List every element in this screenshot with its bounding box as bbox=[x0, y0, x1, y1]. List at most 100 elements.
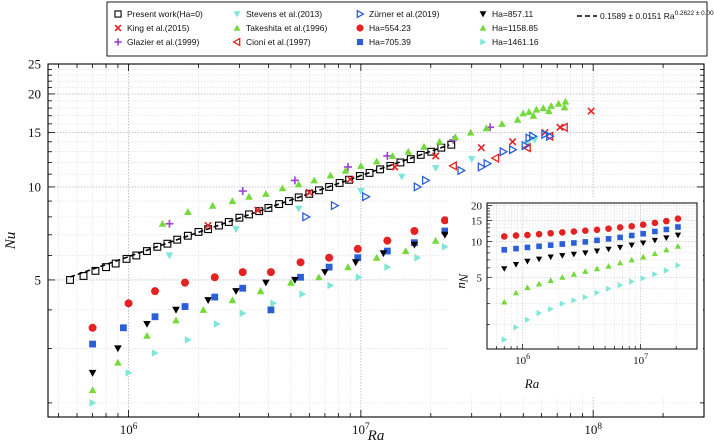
data-point bbox=[79, 272, 88, 280]
legend-label: Stevens et al.(2013) bbox=[246, 9, 322, 19]
legend-marker bbox=[479, 11, 487, 18]
data-point bbox=[413, 181, 423, 192]
data-point bbox=[362, 191, 371, 202]
data-point bbox=[294, 193, 303, 202]
y-tick-label: 10 bbox=[28, 179, 41, 194]
data-point bbox=[372, 253, 381, 261]
data-point bbox=[529, 111, 538, 119]
main-ticks: 106 107 108 5 10 15 20 25 bbox=[28, 57, 705, 437]
data-point bbox=[483, 158, 493, 169]
inset-data-point bbox=[548, 306, 554, 313]
legend-label: 0.1589 ± 0.0151 Ra0.2622 ± 0.0061 bbox=[600, 10, 714, 21]
legend-label: Takeshita et al.(1996) bbox=[246, 23, 327, 33]
legend-marker bbox=[232, 37, 241, 47]
data-point bbox=[466, 128, 475, 136]
legend: Present work(Ha=0) King et al.(2015) Glazi… bbox=[106, 1, 714, 57]
data-point bbox=[183, 231, 192, 240]
inset-data-point bbox=[675, 224, 681, 230]
data-point bbox=[262, 279, 270, 287]
legend-marker bbox=[114, 10, 122, 18]
data-point bbox=[325, 182, 334, 191]
data-point bbox=[457, 165, 467, 176]
series-takeshita-et-al-1996 bbox=[158, 97, 570, 227]
inset-data-point bbox=[640, 240, 647, 247]
data-point bbox=[398, 173, 406, 181]
inset-data-point bbox=[547, 229, 554, 237]
legend-item-takeshita-et-al-1996: Takeshita et al.(1996) bbox=[233, 23, 327, 33]
inset-data-point bbox=[501, 336, 508, 343]
inset-data-point bbox=[663, 246, 670, 253]
inset-data-point bbox=[535, 230, 543, 238]
inset-data-point bbox=[570, 271, 577, 277]
data-point bbox=[152, 349, 159, 357]
inset-data-point bbox=[617, 244, 624, 251]
inset-data-point bbox=[651, 250, 658, 257]
data-point bbox=[256, 287, 265, 295]
inset-data-point bbox=[628, 232, 635, 239]
data-point bbox=[325, 253, 334, 262]
series-ha-1461-16 bbox=[89, 243, 449, 407]
data-point bbox=[416, 150, 425, 159]
data-point bbox=[232, 226, 240, 233]
inset-y-tick-label: 5 bbox=[477, 272, 483, 284]
data-point bbox=[181, 303, 189, 310]
series-ha-1158-85 bbox=[88, 236, 440, 394]
legend-marker bbox=[356, 9, 365, 19]
data-point bbox=[519, 109, 527, 117]
data-point bbox=[441, 231, 449, 239]
data-point bbox=[441, 243, 449, 251]
data-point bbox=[546, 131, 555, 142]
main-series-group bbox=[66, 97, 595, 407]
data-point bbox=[296, 258, 305, 267]
legend-item-stevens-et-al-2013: Stevens et al.(2013) bbox=[233, 9, 322, 19]
series-ha-554-23 bbox=[88, 216, 449, 332]
x-tick-label: 106 bbox=[120, 422, 138, 437]
data-point bbox=[539, 104, 548, 112]
inset-y-axis-label: Nu bbox=[456, 272, 471, 289]
data-point bbox=[204, 221, 212, 230]
data-point bbox=[163, 239, 172, 248]
legend-item-fit: 0.1589 ± 0.0151 Ra0.2622 ± 0.0061 bbox=[577, 10, 714, 21]
data-point bbox=[165, 219, 174, 228]
data-point bbox=[508, 138, 517, 146]
data-point bbox=[125, 369, 133, 377]
inset-data-point bbox=[570, 251, 577, 258]
data-point bbox=[132, 251, 141, 260]
data-point bbox=[391, 163, 399, 171]
data-point bbox=[521, 140, 531, 151]
inset-data-point bbox=[559, 253, 566, 259]
data-point bbox=[327, 281, 335, 290]
inset-data-point bbox=[524, 231, 531, 239]
legend-label: Glazier et al.(1999) bbox=[127, 37, 199, 47]
data-point bbox=[88, 386, 97, 394]
data-point bbox=[228, 197, 237, 205]
data-point bbox=[266, 268, 275, 277]
data-point bbox=[290, 176, 299, 185]
inset-data-point bbox=[512, 262, 520, 268]
inset-data-point bbox=[559, 241, 566, 247]
data-point bbox=[431, 152, 440, 160]
data-point bbox=[294, 205, 303, 213]
data-point bbox=[291, 276, 299, 284]
data-point bbox=[420, 142, 428, 150]
inset-data-point bbox=[617, 234, 623, 241]
inset-data-point bbox=[570, 228, 578, 235]
data-point bbox=[245, 192, 253, 200]
data-point bbox=[410, 227, 419, 236]
inset-data-point bbox=[629, 278, 635, 285]
data-point bbox=[153, 242, 162, 251]
data-point bbox=[346, 175, 354, 183]
inset-ticks: 106 107 5 10 15 20 bbox=[471, 201, 698, 367]
inset-data-point bbox=[663, 226, 670, 233]
inset-series-ha-1158-85 bbox=[501, 243, 682, 305]
x-tick-label: 108 bbox=[584, 422, 602, 437]
y-tick-label: 25 bbox=[28, 57, 41, 72]
legend-marker bbox=[479, 24, 487, 31]
legend-item-glazier-et-al-1999: Glazier et al.(1999) bbox=[114, 37, 199, 47]
legend-item-ha-705-39: Ha=705.39 bbox=[356, 37, 411, 47]
legend-marker bbox=[114, 24, 122, 32]
data-point bbox=[477, 143, 486, 152]
data-point bbox=[294, 180, 303, 188]
main-plot-frame bbox=[47, 63, 705, 418]
series-ha-857-11 bbox=[88, 231, 449, 377]
